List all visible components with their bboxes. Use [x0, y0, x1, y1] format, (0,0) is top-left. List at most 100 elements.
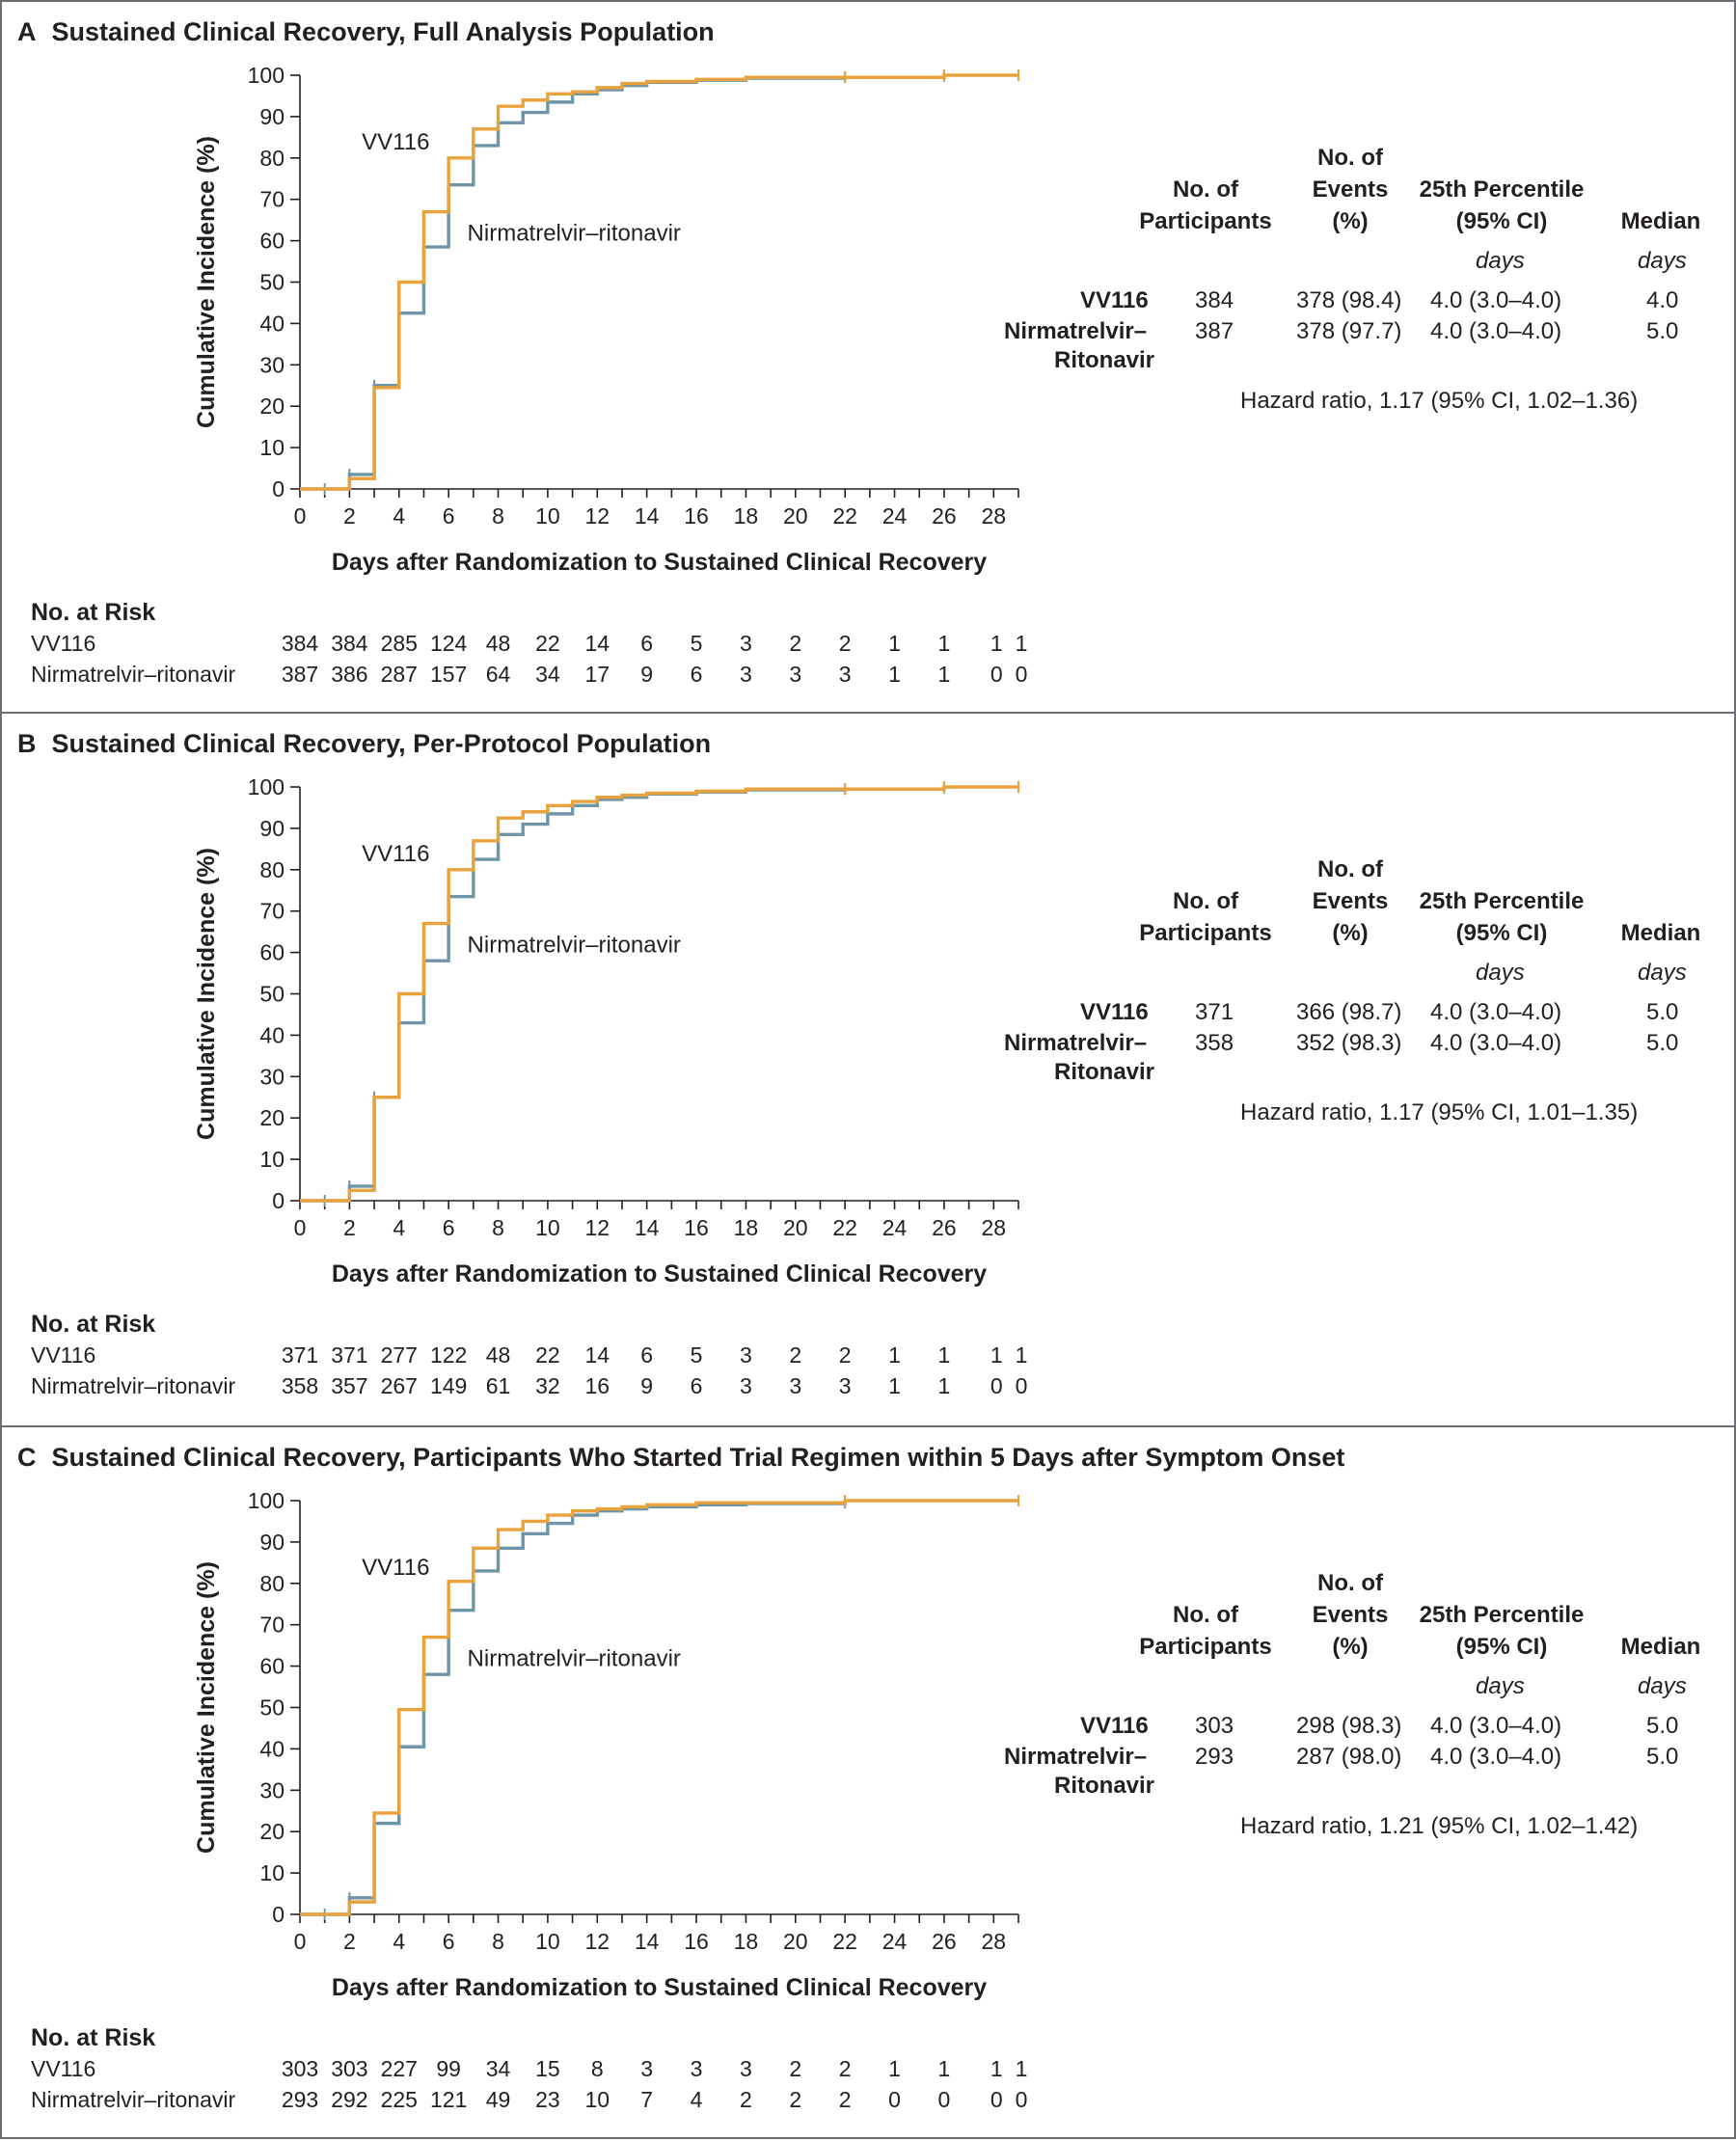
x-tick-label: 22 [832, 1929, 857, 1954]
at-risk-value: 0 [1016, 662, 1028, 687]
at-risk-value: 99 [436, 2056, 461, 2081]
y-tick-label: 60 [259, 940, 285, 965]
x-tick-label: 6 [443, 503, 455, 528]
x-tick-label: 16 [684, 503, 709, 528]
at-risk-value: 1 [938, 2056, 951, 2081]
row-vv116-percentile: 4.0 (3.0–4.0) [1430, 1713, 1562, 1739]
at-risk-value: 8 [591, 2056, 604, 2081]
at-risk-value: 285 [381, 631, 418, 656]
row-nirm-name: Nirmatrelvir– [1004, 1030, 1148, 1056]
row-vv116-events: 298 (98.3) [1296, 1713, 1402, 1739]
at-risk-value: 6 [640, 1342, 653, 1368]
nirmatrelvir-curve-label: Nirmatrelvir–ritonavir [468, 1646, 681, 1672]
at-risk-value: 2 [839, 2087, 852, 2112]
at-risk-value: 1 [990, 631, 1003, 656]
at-risk-title: No. at Risk [31, 599, 155, 626]
vv116-curve [300, 73, 1018, 491]
row-vv116-percentile: 4.0 (3.0–4.0) [1430, 999, 1562, 1025]
panel-title: B Sustained Clinical Recovery, Per-Protoc… [17, 729, 711, 759]
header-percentile: 25th Percentile (95% CI) [1400, 1599, 1603, 1663]
header-participants-line1: No. of [1173, 1602, 1238, 1628]
x-tick-label: 22 [832, 1215, 857, 1240]
at-risk-value: 32 [535, 1373, 560, 1398]
panel-b: B Sustained Clinical Recovery, Per-Protoc… [0, 714, 1736, 1427]
header-participants-line2: Participants [1139, 1634, 1272, 1660]
at-risk-value: 277 [381, 1342, 418, 1368]
x-tick-label: 8 [492, 1929, 504, 1954]
header-participants: No. of Participants [1128, 174, 1283, 237]
at-risk-row-label: Nirmatrelvir–ritonavir [31, 1373, 235, 1398]
x-tick-label: 20 [783, 1215, 808, 1240]
x-tick-label: 2 [343, 1215, 356, 1240]
header-events: No. of Events (%) [1283, 1567, 1418, 1663]
row-vv116-name: VV116 [1080, 999, 1149, 1025]
row-nirm-events: 378 (97.7) [1296, 318, 1402, 344]
y-tick-label: 40 [259, 1022, 285, 1047]
panel-title: A Sustained Clinical Recovery, Full Analy… [17, 17, 715, 47]
at-risk-value: 2 [740, 2087, 752, 2112]
at-risk-value: 3 [789, 662, 801, 687]
at-risk-value: 1 [990, 1342, 1003, 1368]
panel-title: C Sustained Clinical Recovery, Participan… [17, 1443, 1344, 1473]
at-risk-row-label: VV116 [31, 2056, 95, 2081]
at-risk-row-label: Nirmatrelvir–ritonavir [31, 2087, 235, 2112]
x-axis-title: Days after Randomization to Sustained Cl… [332, 1974, 987, 2001]
header-events-line1: No. of [1317, 1570, 1383, 1596]
at-risk-value: 5 [691, 1342, 703, 1368]
at-risk-value: 1 [938, 662, 951, 687]
at-risk-value: 1 [888, 2056, 901, 2081]
at-risk-value: 23 [535, 2087, 560, 2112]
median-unit: days [1638, 248, 1687, 274]
row-nirm-name-2: Ritonavir [1054, 347, 1155, 373]
row-vv116-name: VV116 [1080, 287, 1149, 313]
at-risk-value: 303 [282, 2056, 318, 2081]
at-risk-value: 303 [331, 2056, 367, 2081]
at-risk-value: 34 [535, 662, 560, 687]
at-risk-value: 1 [1016, 2056, 1028, 2081]
panel-letter: C [17, 1443, 37, 1472]
x-tick-label: 24 [882, 1215, 908, 1240]
header-participants: No. of Participants [1128, 885, 1283, 949]
at-risk-value: 121 [430, 2087, 467, 2112]
y-tick-label: 30 [259, 1777, 285, 1802]
at-risk-value: 4 [691, 2087, 703, 2112]
at-risk-title: No. at Risk [31, 1311, 155, 1338]
x-tick-label: 20 [783, 503, 808, 528]
header-participants-line2: Participants [1139, 920, 1272, 946]
row-vv116-participants: 303 [1195, 1713, 1234, 1739]
y-tick-label: 10 [259, 1147, 285, 1172]
at-risk-value: 9 [640, 1373, 653, 1398]
y-tick-label: 30 [259, 352, 285, 377]
at-risk-value: 2 [789, 2056, 801, 2081]
at-risk-value: 1 [990, 2056, 1003, 2081]
at-risk-value: 6 [640, 631, 653, 656]
header-events-line1: No. of [1317, 145, 1383, 171]
row-vv116-median: 4.0 [1646, 287, 1679, 313]
y-tick-label: 50 [259, 982, 285, 1007]
at-risk-value: 3 [691, 2056, 703, 2081]
row-nirm-participants: 358 [1195, 1030, 1234, 1056]
x-tick-label: 14 [635, 503, 660, 528]
row-vv116-events: 378 (98.4) [1296, 287, 1402, 313]
y-tick-label: 0 [272, 1188, 285, 1213]
hazard-ratio: Hazard ratio, 1.17 (95% CI, 1.02–1.36) [1240, 388, 1639, 414]
x-tick-label: 12 [584, 1215, 610, 1240]
vv116-curve [300, 1499, 1018, 1916]
y-tick-label: 50 [259, 1695, 285, 1721]
row-vv116-median: 5.0 [1646, 1713, 1679, 1739]
at-risk-value: 1 [888, 1373, 901, 1398]
panel-letter: B [17, 729, 37, 758]
y-tick-label: 90 [259, 816, 285, 841]
at-risk-value: 1 [938, 1342, 951, 1368]
at-risk-value: 0 [1016, 2087, 1028, 2112]
header-events-line2: Events [1312, 176, 1389, 203]
row-vv116-name: VV116 [1080, 1713, 1149, 1739]
x-tick-label: 4 [393, 1929, 405, 1954]
header-events: No. of Events (%) [1283, 142, 1418, 237]
y-tick-label: 80 [259, 1571, 285, 1596]
x-tick-label: 28 [982, 1929, 1007, 1954]
x-tick-label: 22 [832, 503, 857, 528]
row-nirm-events: 352 (98.3) [1296, 1030, 1402, 1056]
at-risk-value: 293 [282, 2087, 318, 2112]
row-nirm-median: 5.0 [1646, 1030, 1679, 1056]
